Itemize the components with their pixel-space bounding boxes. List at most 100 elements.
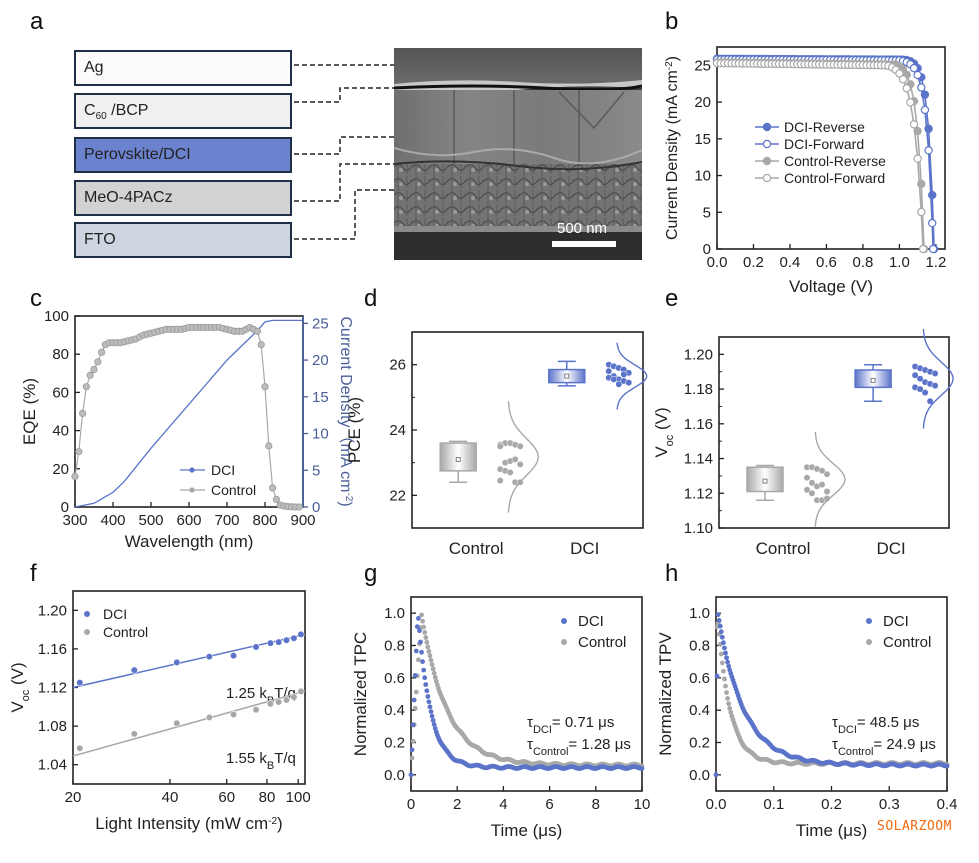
y-tick-label: 5 [703,204,711,221]
chart-eqe: 300 400 500 600 700 800 9000204060801000510152… [20,308,355,551]
legend-label: DCI [211,462,235,478]
connector-meo [294,163,394,202]
x-tick-label: 0.6 [816,254,837,271]
mean-marker [455,456,461,462]
x-tick-label: 0.2 [743,254,764,271]
layer-label-sub: 60 [95,111,107,123]
tau-annotation: τControl= 1.28 μs [527,736,631,758]
data-point [282,696,291,704]
data-point [423,682,429,687]
y-axis-label: Current Density (mA cm-2) [664,56,682,240]
x-tick-label: 40 [162,789,179,806]
data-point [82,383,91,391]
data-point [944,763,950,769]
data-point [818,467,826,475]
legend-label: DCI-Reverse [784,119,865,135]
data-point [418,639,423,645]
data-point [411,697,417,703]
x-axis-label: Time (μs) [796,821,868,840]
data-point [410,722,416,728]
panel-letter-a: a [30,8,44,35]
chart-jv-curves: 0.0 0.2 0.4 0.6 0.8 1.0 1.2 0 5 10 15 20 25 Voltage (… [664,46,946,296]
sem-cross-section-image: 500 nm [394,48,642,260]
y-tick-label: 0.4 [689,702,710,719]
data-point [713,772,719,778]
data-point [432,674,438,680]
data-point [261,383,269,391]
distribution-curve [507,401,539,513]
data-point [130,730,138,738]
chart-pce-box: 22 24 26 PCE (%) Control DCI [345,331,648,558]
y-tick-label: 0.0 [384,767,405,784]
data-point [229,652,238,660]
data-point [496,442,504,450]
data-point [282,636,291,644]
x-tick-label: 4 [499,796,507,813]
mean-marker [564,373,570,379]
data-point [94,358,102,366]
x-tick-label: 0.4 [780,254,801,271]
data-point [415,657,421,663]
data-point [516,460,524,468]
data-point [419,649,424,655]
data-point [916,375,924,383]
legend-label: Control [883,634,931,651]
y2-tick-label: 25 [312,315,329,332]
jsc-integrated-line [74,319,303,508]
data-point [252,706,260,714]
data-point [71,472,79,481]
data-point [428,657,434,663]
x-tick-label: 60 [218,789,235,806]
legend-marker [762,173,772,183]
panel-letter-d: d [364,285,378,312]
tau-annotation: τDCI= 0.71 μs [527,714,614,736]
x-axis-label: Time (μs) [491,821,563,840]
series-control [72,687,305,757]
data-point [426,649,432,654]
category-label: Control [756,539,811,558]
layer-meo-4pacz: MeO-4PACz [74,180,292,216]
connector-perovskite [294,136,394,155]
panel-letter-e: e [665,285,679,312]
legend-label: DCI [883,613,909,630]
data-point [412,673,418,678]
data-point [429,713,435,719]
data-point [918,244,928,254]
layer-fto: FTO [74,222,292,258]
slope-annotation: 1.55 kBT/q [226,750,296,772]
x-tick-label: 8 [592,796,600,813]
chart-voc-light-intensity: 20 40 60 80 100 1.04 1.08 1.12 1.16 1.20 Light Int… [8,590,311,833]
data-point [86,371,94,379]
data-point [823,470,831,478]
data-point [173,658,181,667]
data-point [272,495,280,503]
data-point [931,370,939,377]
data-point [720,668,726,674]
data-point [266,700,275,708]
data-point [130,666,138,674]
data-point [931,382,939,390]
legend-label: Control [578,634,626,651]
y-axis-label: Normalized TPV [656,632,675,756]
data-point [726,701,732,707]
legend-label: DCI [103,606,127,622]
layer-label: MeO-4PACz [84,189,173,206]
y-tick-label: 26 [389,357,406,374]
x-axis-label: Light Intensity (mW cm-2) [95,814,282,833]
distribution-curve [616,342,648,410]
data-point [917,83,926,92]
series-dci [408,616,645,778]
layer-label: C [84,102,96,119]
data-point [920,105,930,115]
scalebar [552,241,616,247]
y2-axis-label: Current Density（mA cm-2) [337,316,355,506]
legend-label: Control-Reverse [784,153,886,169]
data-point [431,722,437,727]
y-tick-label: 1.08 [38,718,67,735]
y-tick-label: 0.6 [689,670,710,687]
data-point [265,442,273,450]
legend: DCI Control [180,462,256,498]
data-point [511,455,519,463]
y-tick-label: 1.12 [684,485,713,502]
